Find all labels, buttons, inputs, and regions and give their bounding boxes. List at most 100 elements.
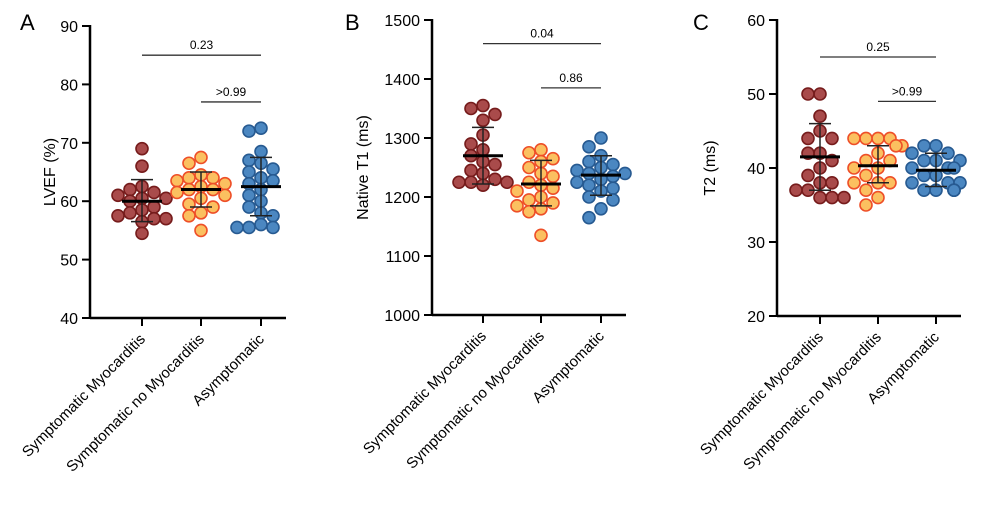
y-tick-label: 70 <box>60 136 78 153</box>
y-axis-label: Native T1 (ms) <box>355 115 372 220</box>
data-point <box>847 176 861 190</box>
data-point <box>170 173 184 188</box>
y-tick-label: 60 <box>747 13 765 30</box>
data-point <box>242 124 256 138</box>
data-point <box>182 197 196 211</box>
data-point <box>606 157 620 172</box>
data-point <box>606 193 620 207</box>
data-point <box>464 137 478 151</box>
data-point <box>582 178 596 192</box>
data-point <box>510 184 524 198</box>
data-point <box>242 200 256 214</box>
data-point <box>452 175 466 190</box>
data-point <box>801 87 815 101</box>
data-point <box>594 202 608 216</box>
data-point <box>170 185 184 200</box>
data-point <box>582 154 596 169</box>
panel-label: A <box>20 10 35 35</box>
data-point <box>111 209 125 223</box>
data-point <box>813 87 827 101</box>
data-point <box>135 141 149 156</box>
y-tick-label: 90 <box>60 19 78 36</box>
data-point <box>917 153 931 168</box>
data-point <box>813 109 827 123</box>
data-point <box>242 153 256 168</box>
x-tick-label: Symptomatic Myocarditis <box>19 331 149 461</box>
data-point <box>242 165 256 179</box>
data-point <box>510 199 524 213</box>
data-point <box>182 171 196 185</box>
data-point <box>905 161 919 175</box>
y-tick-label: 1100 <box>386 249 421 266</box>
y-tick-label: 60 <box>60 194 78 211</box>
data-point <box>182 156 196 171</box>
data-point <box>837 190 851 205</box>
data-point <box>917 139 931 153</box>
data-point <box>859 183 873 197</box>
y-tick-label: 50 <box>747 87 765 104</box>
data-point <box>801 168 815 183</box>
data-point <box>947 183 961 197</box>
data-point <box>582 210 596 225</box>
data-point <box>500 175 514 190</box>
data-point <box>135 159 149 173</box>
data-point <box>947 161 961 175</box>
data-point <box>905 146 919 160</box>
y-tick-label: 50 <box>60 253 78 270</box>
y-tick-label: 1200 <box>384 190 420 207</box>
data-point <box>488 107 502 122</box>
data-point <box>194 150 208 165</box>
y-tick-label: 20 <box>747 309 765 326</box>
data-point <box>847 131 861 146</box>
data-point <box>266 173 280 188</box>
y-tick-label: 30 <box>747 235 765 252</box>
data-point <box>464 101 478 116</box>
data-point <box>929 139 943 153</box>
data-point <box>522 193 536 207</box>
data-point <box>859 131 873 146</box>
y-tick-label: 1000 <box>384 308 420 325</box>
data-point <box>218 176 232 191</box>
data-point <box>266 220 280 235</box>
data-point <box>218 188 232 203</box>
y-tick-label: 1500 <box>384 13 420 30</box>
data-point <box>801 131 815 146</box>
p-value-label: 0.23 <box>190 38 214 52</box>
panel-label: C <box>693 10 709 35</box>
data-point <box>206 171 220 185</box>
data-point <box>871 131 885 146</box>
data-point <box>254 144 268 159</box>
data-point <box>266 162 280 176</box>
y-tick-label: 40 <box>747 161 765 178</box>
data-point <box>194 223 208 238</box>
data-point <box>476 113 490 128</box>
data-point <box>147 211 161 226</box>
data-point <box>123 206 137 220</box>
data-point <box>546 196 560 210</box>
data-point <box>111 188 125 203</box>
data-point <box>254 217 268 232</box>
data-point <box>476 98 490 113</box>
data-point <box>182 209 196 223</box>
data-point <box>825 176 839 190</box>
p-value-label: 0.86 <box>559 71 583 85</box>
data-point <box>147 185 161 200</box>
data-point <box>905 176 919 190</box>
data-point <box>522 175 536 190</box>
data-point <box>546 169 560 184</box>
data-point <box>813 190 827 205</box>
panel-a: A 40 50 60 70 80 90 LVEF (%) Symptomatic Myocard… <box>19 10 286 475</box>
data-point <box>889 139 903 153</box>
data-point <box>825 131 839 146</box>
data-point <box>871 190 885 205</box>
y-tick-label: 40 <box>60 311 78 328</box>
data-point <box>859 168 873 183</box>
data-point <box>789 183 803 197</box>
y-tick-label: 80 <box>60 77 78 94</box>
data-point <box>534 143 548 157</box>
data-point <box>522 204 536 219</box>
data-point <box>242 188 256 203</box>
data-point <box>147 200 161 214</box>
